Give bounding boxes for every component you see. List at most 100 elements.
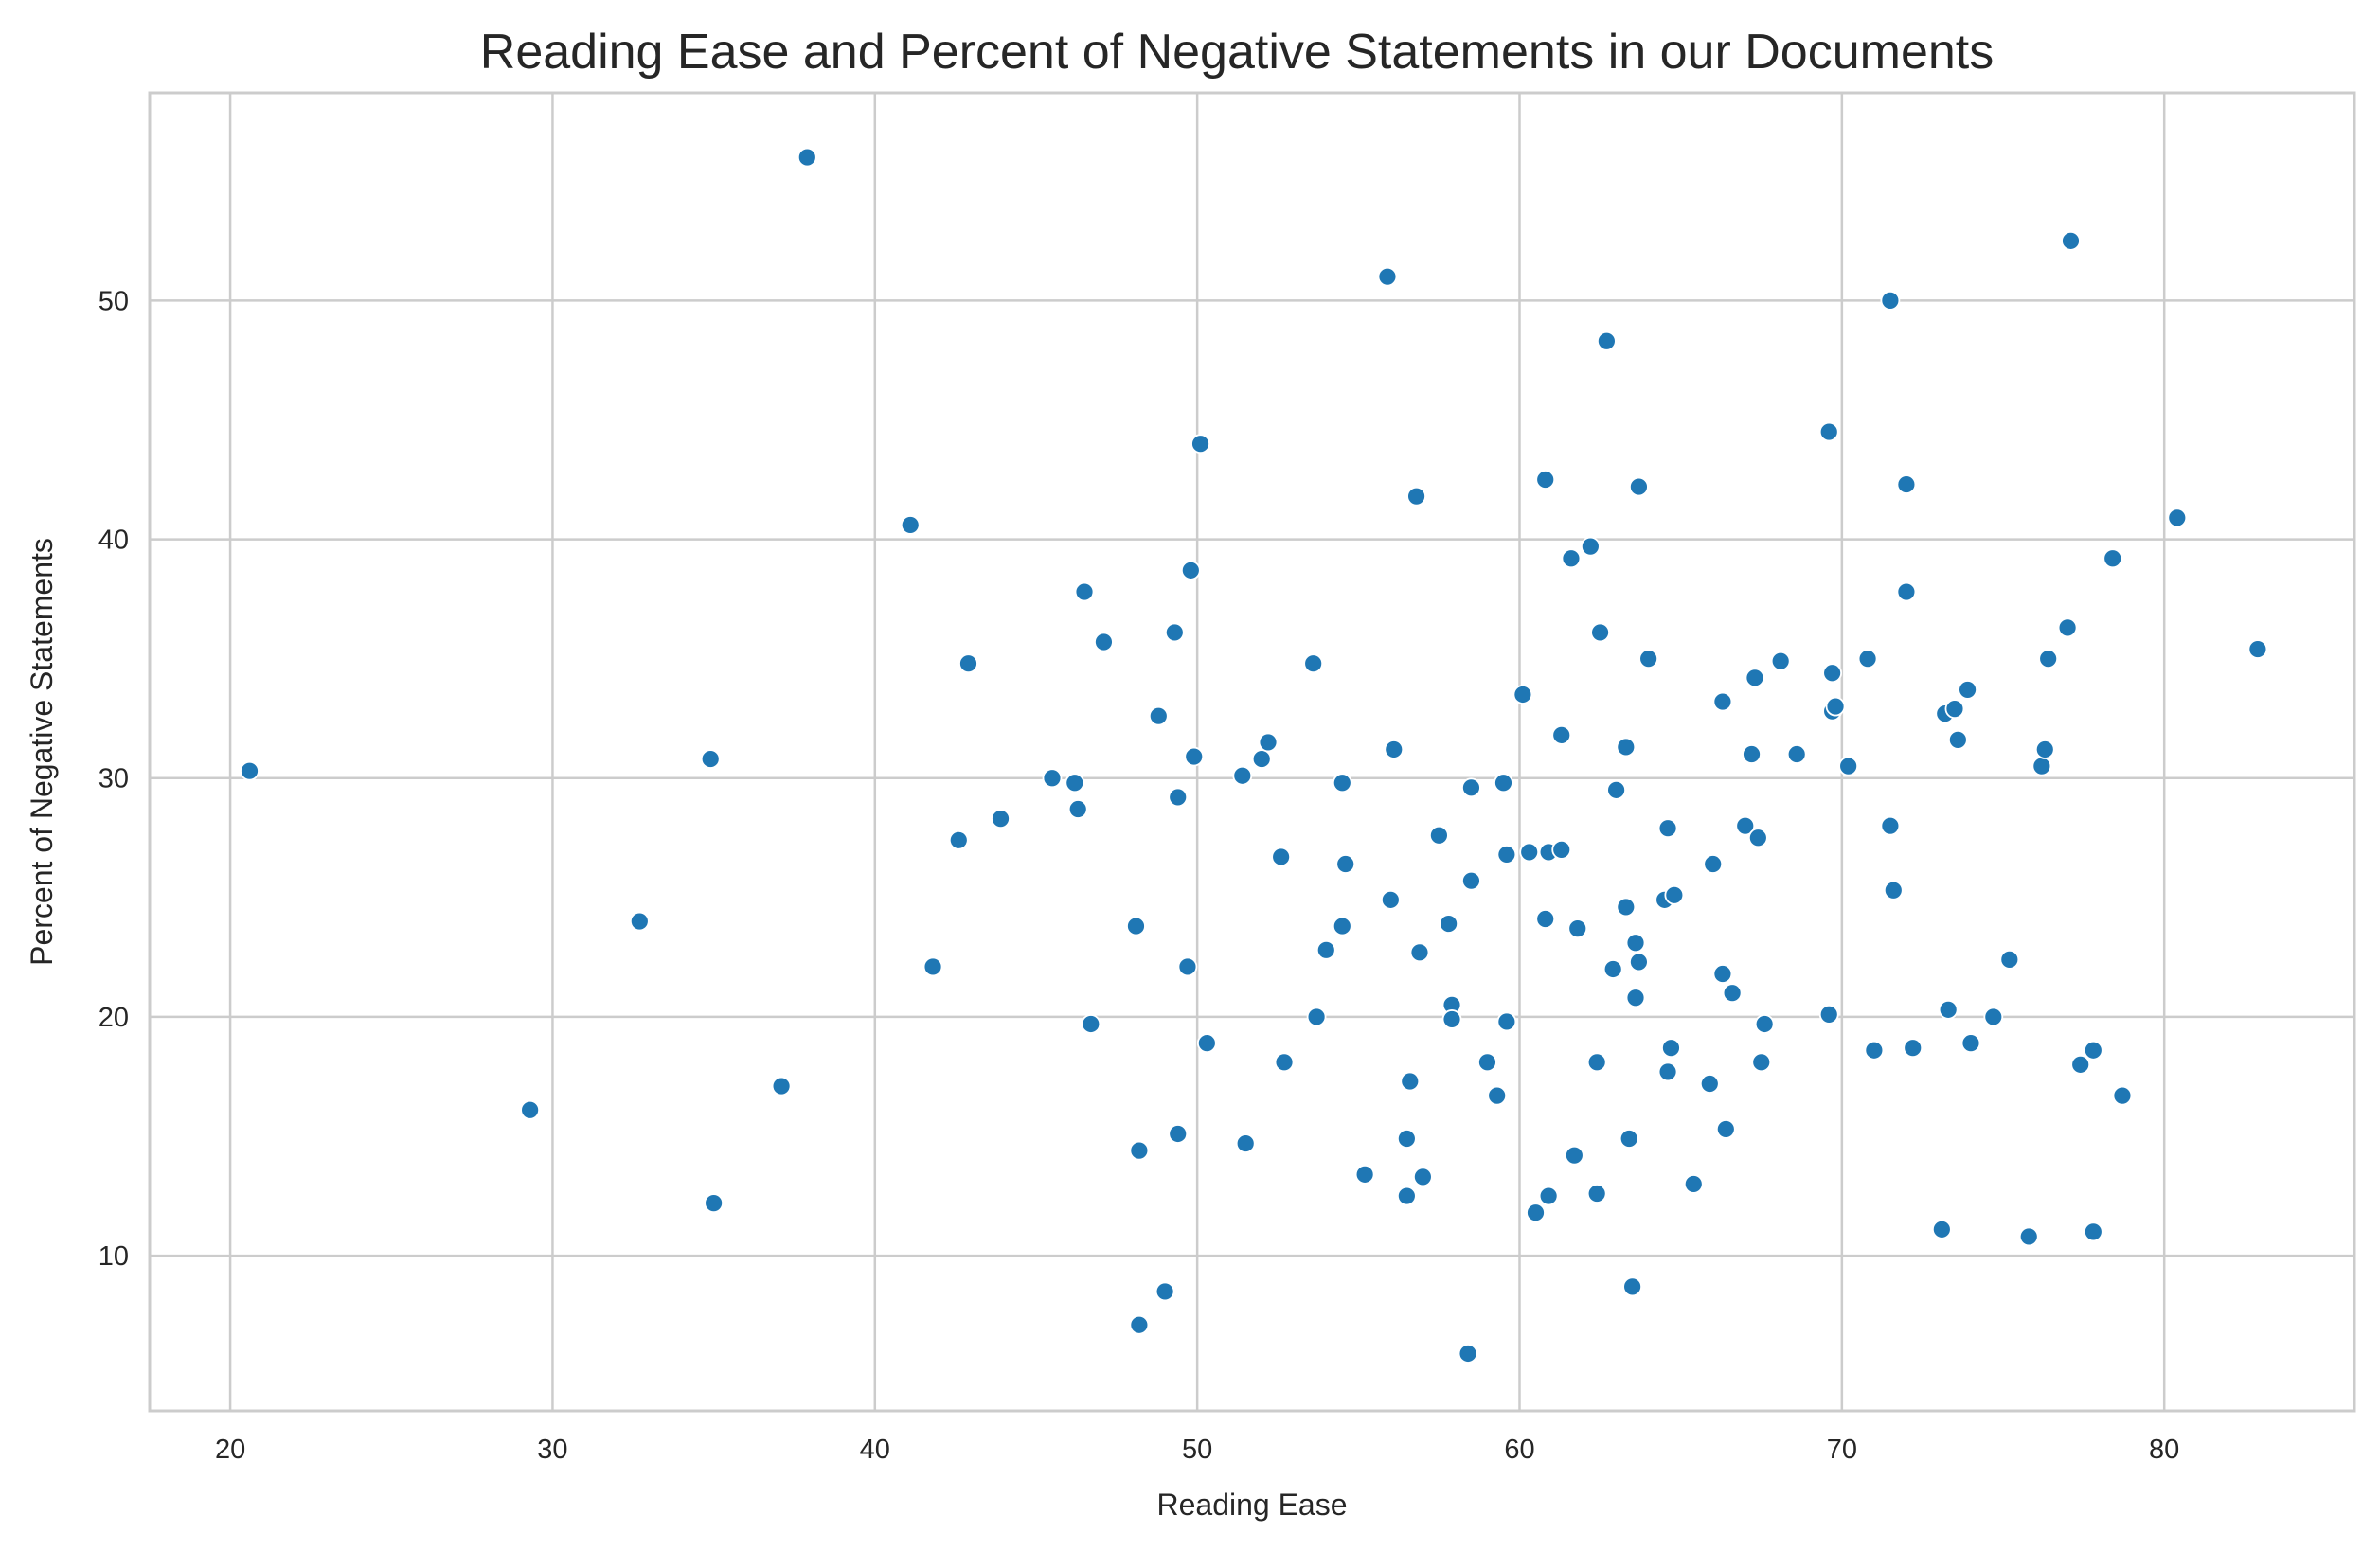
- y-tick-labels: 10 20 30 40 50: [98, 286, 129, 1272]
- data-point: [1496, 1011, 1517, 1032]
- data-point: [1512, 685, 1533, 704]
- data-point: [1535, 909, 1556, 929]
- data-point: [1303, 653, 1324, 674]
- y-tick-label: 10: [98, 1241, 129, 1272]
- data-point: [1619, 1129, 1639, 1149]
- data-point: [1770, 651, 1791, 671]
- data-point: [1999, 949, 2020, 970]
- y-tick-label: 30: [98, 764, 129, 794]
- data-point: [1960, 1033, 1981, 1054]
- data-point: [1880, 815, 1901, 836]
- data-point: [1315, 939, 1336, 960]
- data-point: [1896, 474, 1917, 494]
- data-point: [1126, 916, 1146, 936]
- data-point: [1148, 705, 1169, 726]
- data-point: [1931, 1219, 1952, 1239]
- data-point: [1629, 952, 1649, 972]
- data-point: [1629, 476, 1649, 497]
- data-point: [1657, 1061, 1678, 1082]
- data-point: [1722, 983, 1743, 1004]
- y-tick-label: 40: [98, 526, 129, 556]
- data-point: [1596, 330, 1617, 351]
- data-point: [2167, 508, 2188, 528]
- x-tick-label: 50: [1182, 1435, 1212, 1465]
- data-point: [240, 760, 259, 781]
- plot-frame: [148, 91, 2356, 1413]
- data-point: [1896, 581, 1917, 602]
- data-point: [1703, 854, 1724, 874]
- data-point: [1625, 933, 1646, 954]
- data-point: [1441, 1009, 1462, 1029]
- data-point: [1983, 1007, 2004, 1027]
- data-point: [1154, 1281, 1175, 1302]
- data-point: [1864, 1040, 1885, 1061]
- data-point: [1561, 548, 1582, 569]
- data-point: [1551, 839, 1572, 860]
- data-point: [2057, 617, 2078, 638]
- x-tick-label: 20: [215, 1435, 245, 1465]
- data-point: [1461, 777, 1481, 798]
- x-tick-label: 80: [2149, 1435, 2179, 1465]
- data-point: [1129, 1314, 1150, 1335]
- data-point: [1332, 773, 1352, 793]
- data-point: [2083, 1040, 2103, 1061]
- data-point: [1586, 1052, 1607, 1073]
- data-point: [1354, 1164, 1375, 1185]
- data-point: [1094, 632, 1114, 652]
- data-point: [1751, 1052, 1772, 1073]
- data-point: [2083, 1221, 2103, 1242]
- data-point: [1396, 1129, 1417, 1149]
- data-point: [1335, 854, 1356, 874]
- data-point: [1661, 1038, 1681, 1059]
- y-tick-label: 20: [98, 1003, 129, 1033]
- data-point: [1616, 897, 1637, 918]
- data-point: [1786, 744, 1807, 764]
- data-point: [1177, 956, 1198, 977]
- data-point: [1477, 1052, 1497, 1073]
- data-point: [1818, 421, 1839, 442]
- data-point: [700, 749, 721, 769]
- data-point: [1074, 581, 1095, 602]
- data-point: [1168, 1124, 1189, 1144]
- data-point: [796, 147, 817, 168]
- data-point: [1251, 749, 1272, 769]
- data-point: [1271, 847, 1292, 867]
- x-tick-labels: 20 30 40 50 60 70 80: [215, 1435, 2179, 1465]
- data-point: [2038, 649, 2059, 669]
- x-tick-label: 30: [537, 1435, 567, 1465]
- data-point: [1380, 889, 1401, 910]
- data-point: [1406, 486, 1426, 507]
- data-point: [991, 809, 1011, 829]
- data-point: [1184, 746, 1205, 767]
- data-point: [1377, 266, 1398, 287]
- data-point: [2061, 230, 2081, 251]
- data-point: [1065, 773, 1085, 793]
- data-point: [1883, 880, 1904, 900]
- data-point: [1586, 1184, 1607, 1203]
- data-point: [1538, 1186, 1559, 1206]
- data-point: [1461, 870, 1481, 891]
- x-axis-label: Reading Ease: [1156, 1488, 1347, 1522]
- data-point: [2070, 1054, 2091, 1075]
- data-point: [1745, 668, 1765, 688]
- data-point: [1712, 964, 1733, 984]
- data-point: [2103, 548, 2123, 569]
- data-point: [900, 515, 921, 535]
- data-point: [1742, 744, 1762, 764]
- data-point: [1903, 1038, 1924, 1059]
- data-point: [1947, 729, 1968, 750]
- data-point: [1535, 470, 1556, 490]
- data-point: [948, 829, 969, 850]
- data-point: [1822, 663, 1843, 684]
- data-point: [1683, 1174, 1704, 1194]
- data-point: [1657, 818, 1678, 839]
- data-point: [1258, 732, 1279, 753]
- data-point: [1838, 756, 1859, 776]
- data-point: [1754, 1014, 1775, 1034]
- gridlines: [150, 93, 2354, 1411]
- data-point: [1526, 1203, 1546, 1223]
- data-point: [1519, 842, 1540, 863]
- data-point: [1235, 1133, 1256, 1153]
- data-point: [2034, 740, 2055, 759]
- y-tick-label: 50: [98, 286, 129, 316]
